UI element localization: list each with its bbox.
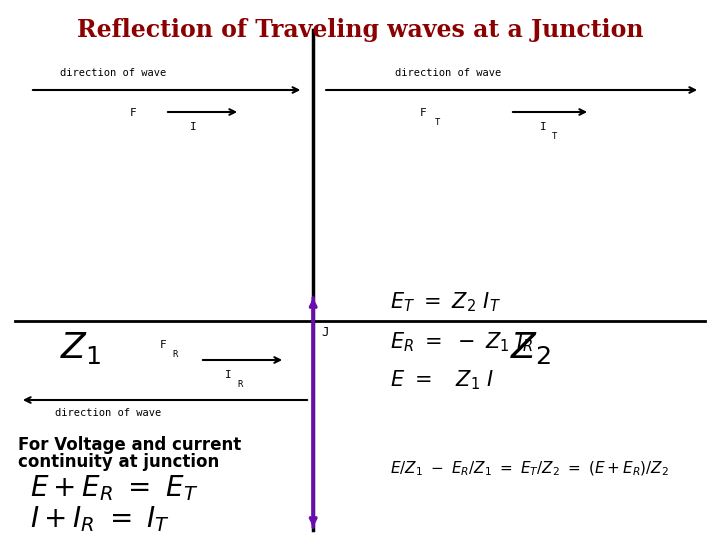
Text: $E/Z_1\ -\ E_R/Z_1\ =\ E_T/Z_2\ =\ (E + E_R)/Z_2$: $E/Z_1\ -\ E_R/Z_1\ =\ E_T/Z_2\ =\ (E + … bbox=[390, 460, 669, 478]
Text: $Z_1$: $Z_1$ bbox=[60, 330, 102, 366]
Text: $E_R\ =\ -\ Z_1\ I_R$: $E_R\ =\ -\ Z_1\ I_R$ bbox=[390, 330, 534, 354]
Text: I: I bbox=[190, 122, 197, 132]
Text: $E + E_R\ =\ E_T$: $E + E_R\ =\ E_T$ bbox=[30, 473, 198, 503]
Text: For Voltage and current: For Voltage and current bbox=[18, 436, 241, 454]
Text: $Z_2$: $Z_2$ bbox=[510, 330, 552, 366]
Text: Reflection of Traveling waves at a Junction: Reflection of Traveling waves at a Junct… bbox=[77, 18, 643, 42]
Text: $I + I_R\ =\ I_T$: $I + I_R\ =\ I_T$ bbox=[30, 504, 170, 534]
Text: continuity at junction: continuity at junction bbox=[18, 453, 220, 471]
Text: direction of wave: direction of wave bbox=[60, 68, 166, 78]
Text: F: F bbox=[130, 108, 137, 118]
Text: F: F bbox=[420, 108, 427, 118]
Text: direction of wave: direction of wave bbox=[395, 68, 501, 78]
Text: $E_T\ =\ Z_2\ I_T$: $E_T\ =\ Z_2\ I_T$ bbox=[390, 290, 501, 314]
Text: $E\ =\ \ \ Z_1\ I$: $E\ =\ \ \ Z_1\ I$ bbox=[390, 368, 495, 392]
Text: R: R bbox=[172, 350, 177, 359]
Text: direction of wave: direction of wave bbox=[55, 408, 161, 418]
Text: F: F bbox=[160, 340, 167, 350]
Text: T: T bbox=[435, 118, 441, 127]
Text: I: I bbox=[540, 122, 546, 132]
Text: I: I bbox=[225, 370, 232, 380]
Text: R: R bbox=[237, 380, 243, 389]
Text: T: T bbox=[552, 132, 557, 141]
Text: J: J bbox=[321, 326, 329, 339]
